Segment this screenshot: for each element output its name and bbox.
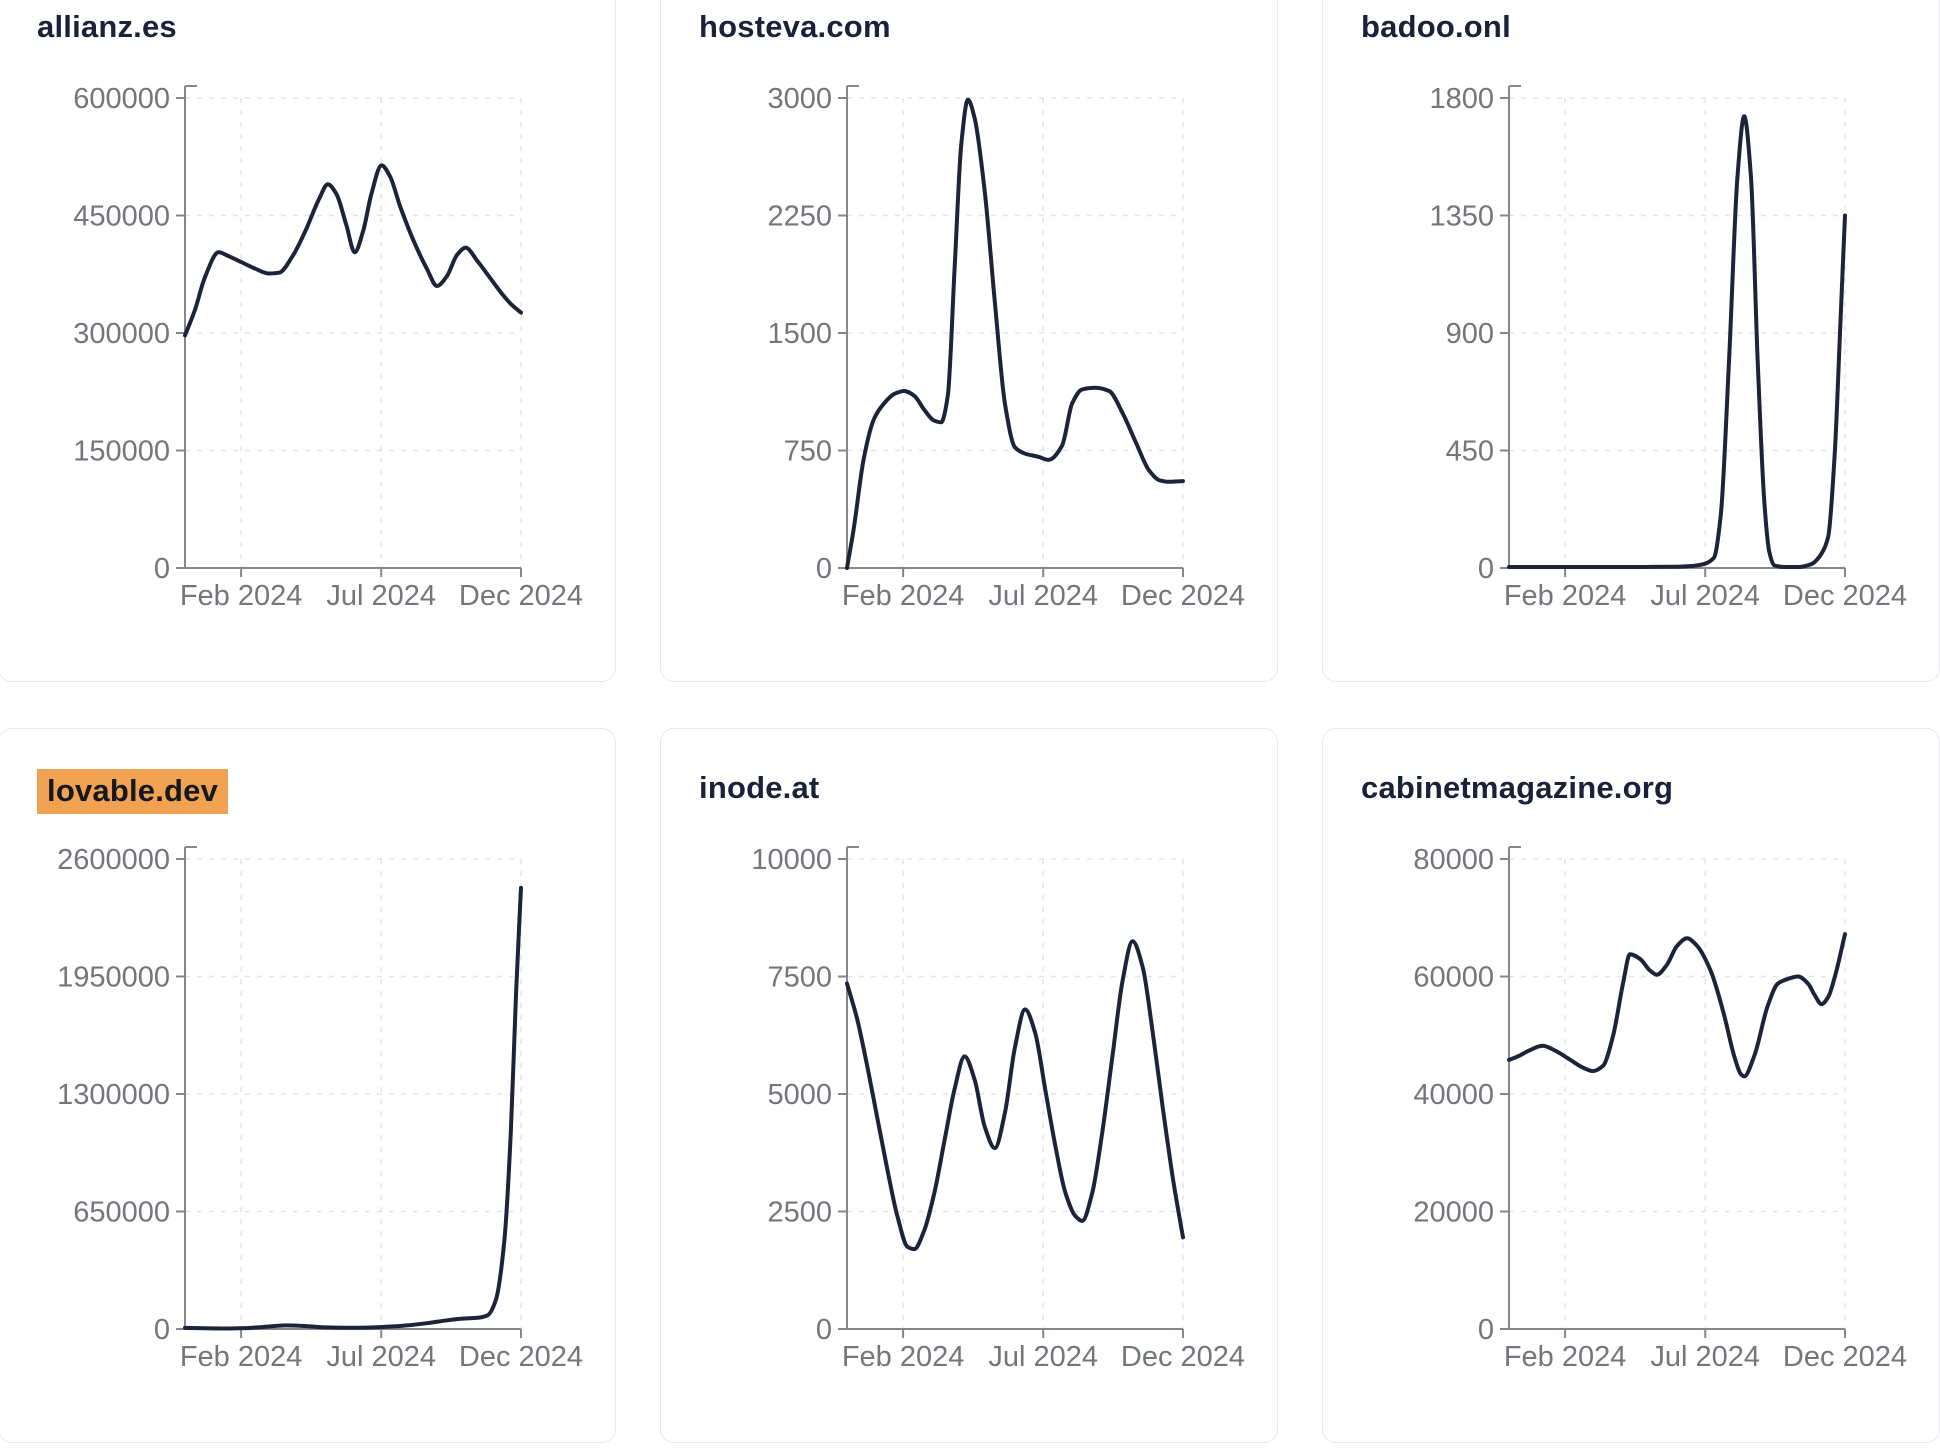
domain-card-lovable: lovable.dev 0 650000 1300000 1950000 2600000… [0,728,616,1443]
y-tick-label: 20000 [1413,1197,1494,1229]
series-line [845,97,1185,570]
y-tick-label: 1300000 [57,1079,170,1111]
x-tick-label: Jul 2024 [988,1341,1098,1373]
y-tick-label: 2250 [767,201,832,233]
card-title: cabinetmagazine.org [1361,769,1673,806]
y-tick-label: 150000 [73,436,170,468]
domain-card-allianz: allianz.es 0 150000 300000 450000 600000 Feb … [0,0,616,682]
x-tick-label: Jul 2024 [326,580,436,612]
y-tick-label: 10000 [751,844,832,876]
series-line [1507,932,1847,1079]
y-tick-label: 650000 [73,1197,170,1229]
series-line [183,163,523,338]
line-chart-cabinetmagazine[interactable]: 0 20000 40000 60000 80000 Feb 2024 Jul 2024 Dec… [1323,729,1940,1444]
domain-card-badoo: badoo.onl 0 450 900 1350 1800 Feb 2024 Jul 202… [1322,0,1940,682]
line-chart-lovable[interactable]: 0 650000 1300000 1950000 2600000 Feb 2024 Jul … [0,729,617,1444]
y-tick-label: 300000 [73,318,170,350]
y-tick-label: 750 [784,436,832,468]
y-tick-label: 1350 [1429,201,1494,233]
y-tick-label: 0 [1478,1314,1494,1346]
domain-name: cabinetmagazine.org [1361,770,1674,805]
x-tick-label: Feb 2024 [180,1341,303,1373]
y-tick-label: 450 [1446,436,1494,468]
series-line [183,885,523,1331]
series-line [845,939,1185,1252]
line-chart-hosteva[interactable]: 0 750 1500 2250 3000 Feb 2024 Jul 2024 Dec 2024 [661,0,1279,683]
y-tick-label: 0 [1478,553,1494,585]
line-chart-badoo[interactable]: 0 450 900 1350 1800 Feb 2024 Jul 2024 Dec 2024 [1323,0,1940,683]
x-tick-label: Dec 2024 [1121,580,1245,612]
y-tick-label: 60000 [1413,962,1494,994]
card-title: allianz.es [37,8,177,45]
x-tick-label: Jul 2024 [988,580,1098,612]
x-tick-label: Feb 2024 [842,1341,965,1373]
y-tick-label: 0 [154,553,170,585]
y-tick-label: 0 [154,1314,170,1346]
x-tick-label: Jul 2024 [1650,1341,1760,1373]
domain-name: inode.at [699,770,820,805]
x-tick-label: Jul 2024 [1650,580,1760,612]
x-tick-label: Dec 2024 [1121,1341,1245,1373]
line-chart-inode[interactable]: 0 2500 5000 7500 10000 Feb 2024 Jul 2024 Dec 20… [661,729,1279,1444]
domain-name-highlighted: lovable.dev [37,769,229,815]
x-tick-label: Feb 2024 [180,580,303,612]
card-title: inode.at [699,769,819,806]
x-tick-label: Jul 2024 [326,1341,436,1373]
x-tick-label: Dec 2024 [459,1341,583,1373]
card-title: hosteva.com [699,8,891,45]
y-tick-label: 0 [816,553,832,585]
y-tick-label: 1950000 [57,962,170,994]
domain-name: allianz.es [37,9,177,44]
series-line [1507,114,1847,569]
domain-card-inode: inode.at 0 2500 5000 7500 10000 Feb 2024 Jul 2… [660,728,1278,1443]
y-tick-label: 0 [816,1314,832,1346]
x-tick-label: Dec 2024 [1783,580,1907,612]
y-tick-label: 3000 [767,83,832,115]
x-tick-label: Dec 2024 [459,580,583,612]
y-tick-label: 2500 [767,1197,832,1229]
domain-name: badoo.onl [1361,9,1511,44]
y-tick-label: 80000 [1413,844,1494,876]
y-tick-label: 450000 [73,201,170,233]
y-tick-label: 40000 [1413,1079,1494,1111]
line-chart-allianz[interactable]: 0 150000 300000 450000 600000 Feb 2024 Jul 202… [0,0,617,683]
x-tick-label: Feb 2024 [842,580,965,612]
y-tick-label: 2600000 [57,844,170,876]
x-tick-label: Feb 2024 [1504,580,1627,612]
y-tick-label: 900 [1446,318,1494,350]
y-tick-label: 7500 [767,962,832,994]
x-tick-label: Dec 2024 [1783,1341,1907,1373]
domain-card-hosteva: hosteva.com 0 750 1500 2250 3000 Feb 2024 Jul … [660,0,1278,682]
x-tick-label: Feb 2024 [1504,1341,1627,1373]
card-title: badoo.onl [1361,8,1511,45]
domain-card-cabinetmagazine: cabinetmagazine.org 0 20000 40000 60000 8000… [1322,728,1940,1443]
y-tick-label: 600000 [73,83,170,115]
y-tick-label: 1500 [767,318,832,350]
domain-name: hosteva.com [699,9,891,44]
y-tick-label: 5000 [767,1079,832,1111]
y-tick-label: 1800 [1429,83,1494,115]
card-title: lovable.dev [37,769,229,815]
